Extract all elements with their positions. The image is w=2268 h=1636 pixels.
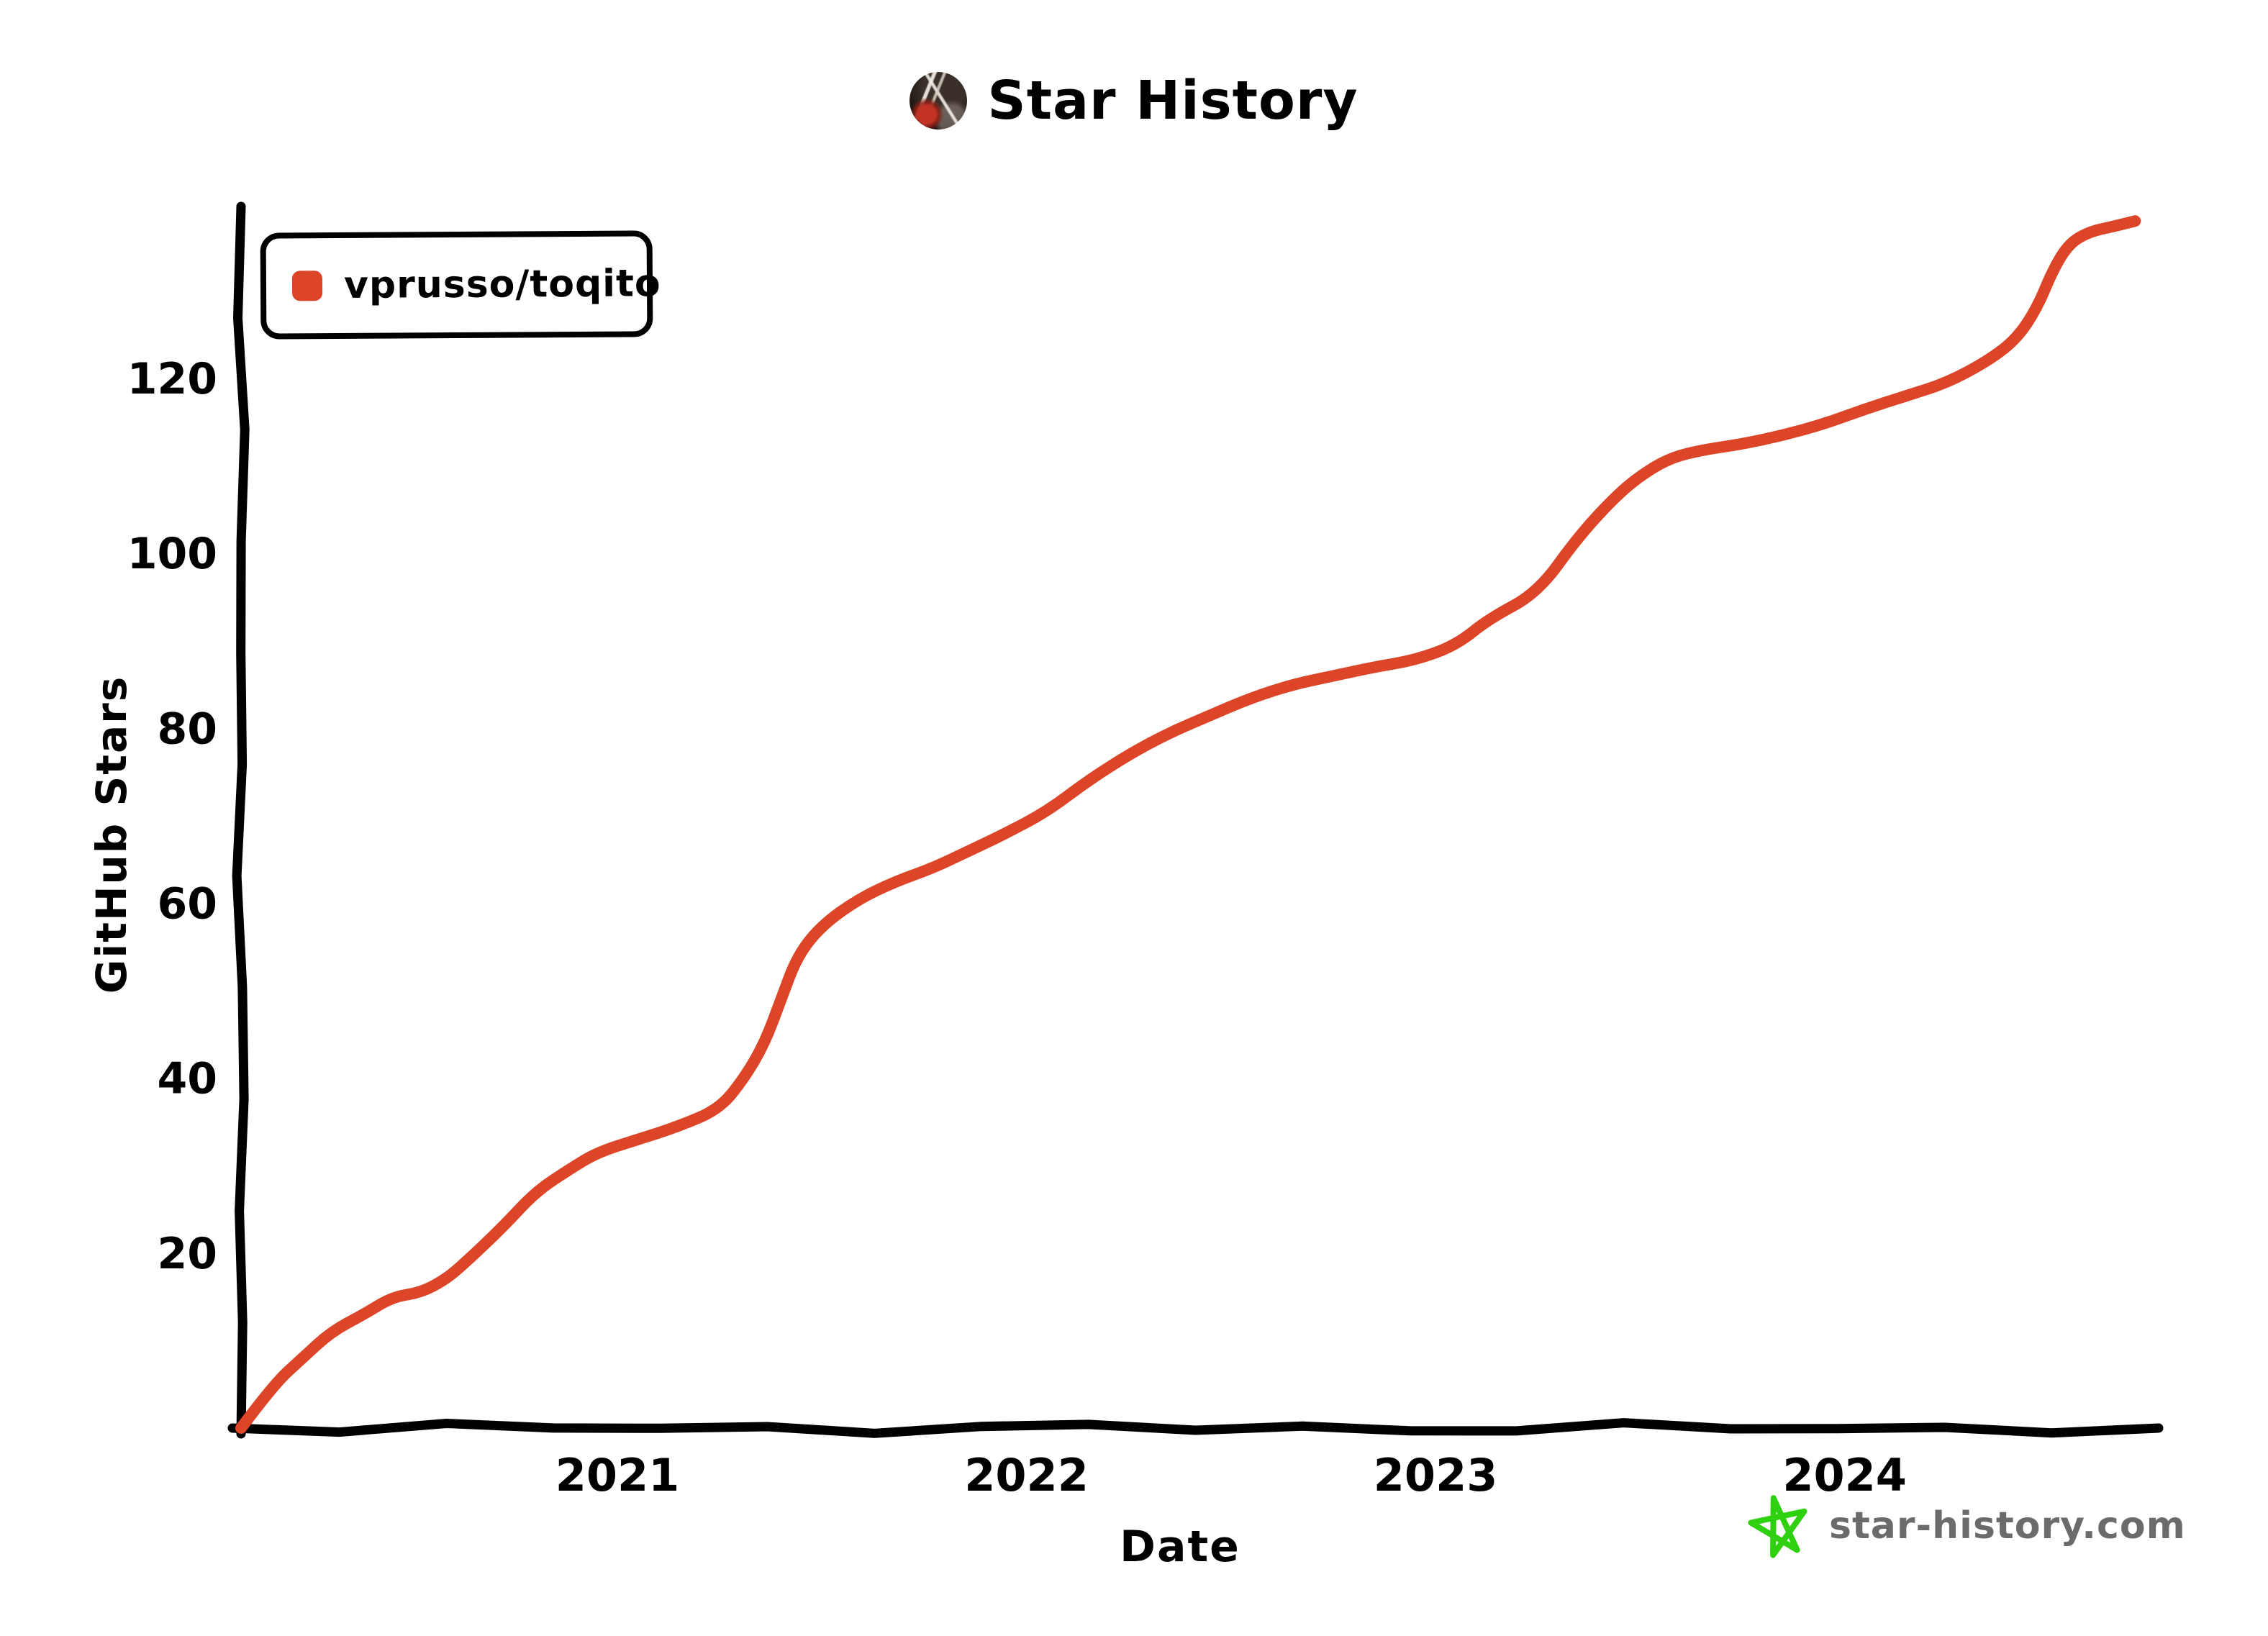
y-tick-label: 80 <box>158 704 218 754</box>
legend-repo-label: vprusso/toqito <box>343 262 661 307</box>
y-tick-label: 40 <box>158 1054 218 1104</box>
y-tick-label: 20 <box>158 1229 218 1279</box>
x-tick-label: 2023 <box>1374 1449 1498 1501</box>
series-line-vprusso-toqito <box>235 215 2141 1434</box>
x-tick-label: 2024 <box>1782 1449 1907 1501</box>
y-tick-label: 60 <box>158 879 218 930</box>
y-tick-label: 100 <box>127 529 217 579</box>
x-tick-label: 2022 <box>964 1449 1089 1501</box>
legend-box: vprusso/toqito <box>260 230 661 340</box>
watermark: star-history.com <box>1747 1494 2186 1558</box>
y-axis-line <box>232 201 250 1439</box>
x-axis-title: Date <box>1120 1522 1240 1572</box>
y-tick-label: 120 <box>127 354 217 404</box>
repo-avatar <box>910 72 968 129</box>
x-tick-label: 2021 <box>555 1449 680 1501</box>
x-axis-line <box>227 1418 2164 1438</box>
page-title: Star History <box>987 70 1358 132</box>
legend-marker <box>291 271 323 301</box>
watermark-text: star-history.com <box>1829 1504 2186 1548</box>
y-axis-title: GitHub Stars <box>87 675 136 994</box>
chart-header: Star History <box>0 69 2268 132</box>
star-icon <box>1748 1495 1807 1558</box>
